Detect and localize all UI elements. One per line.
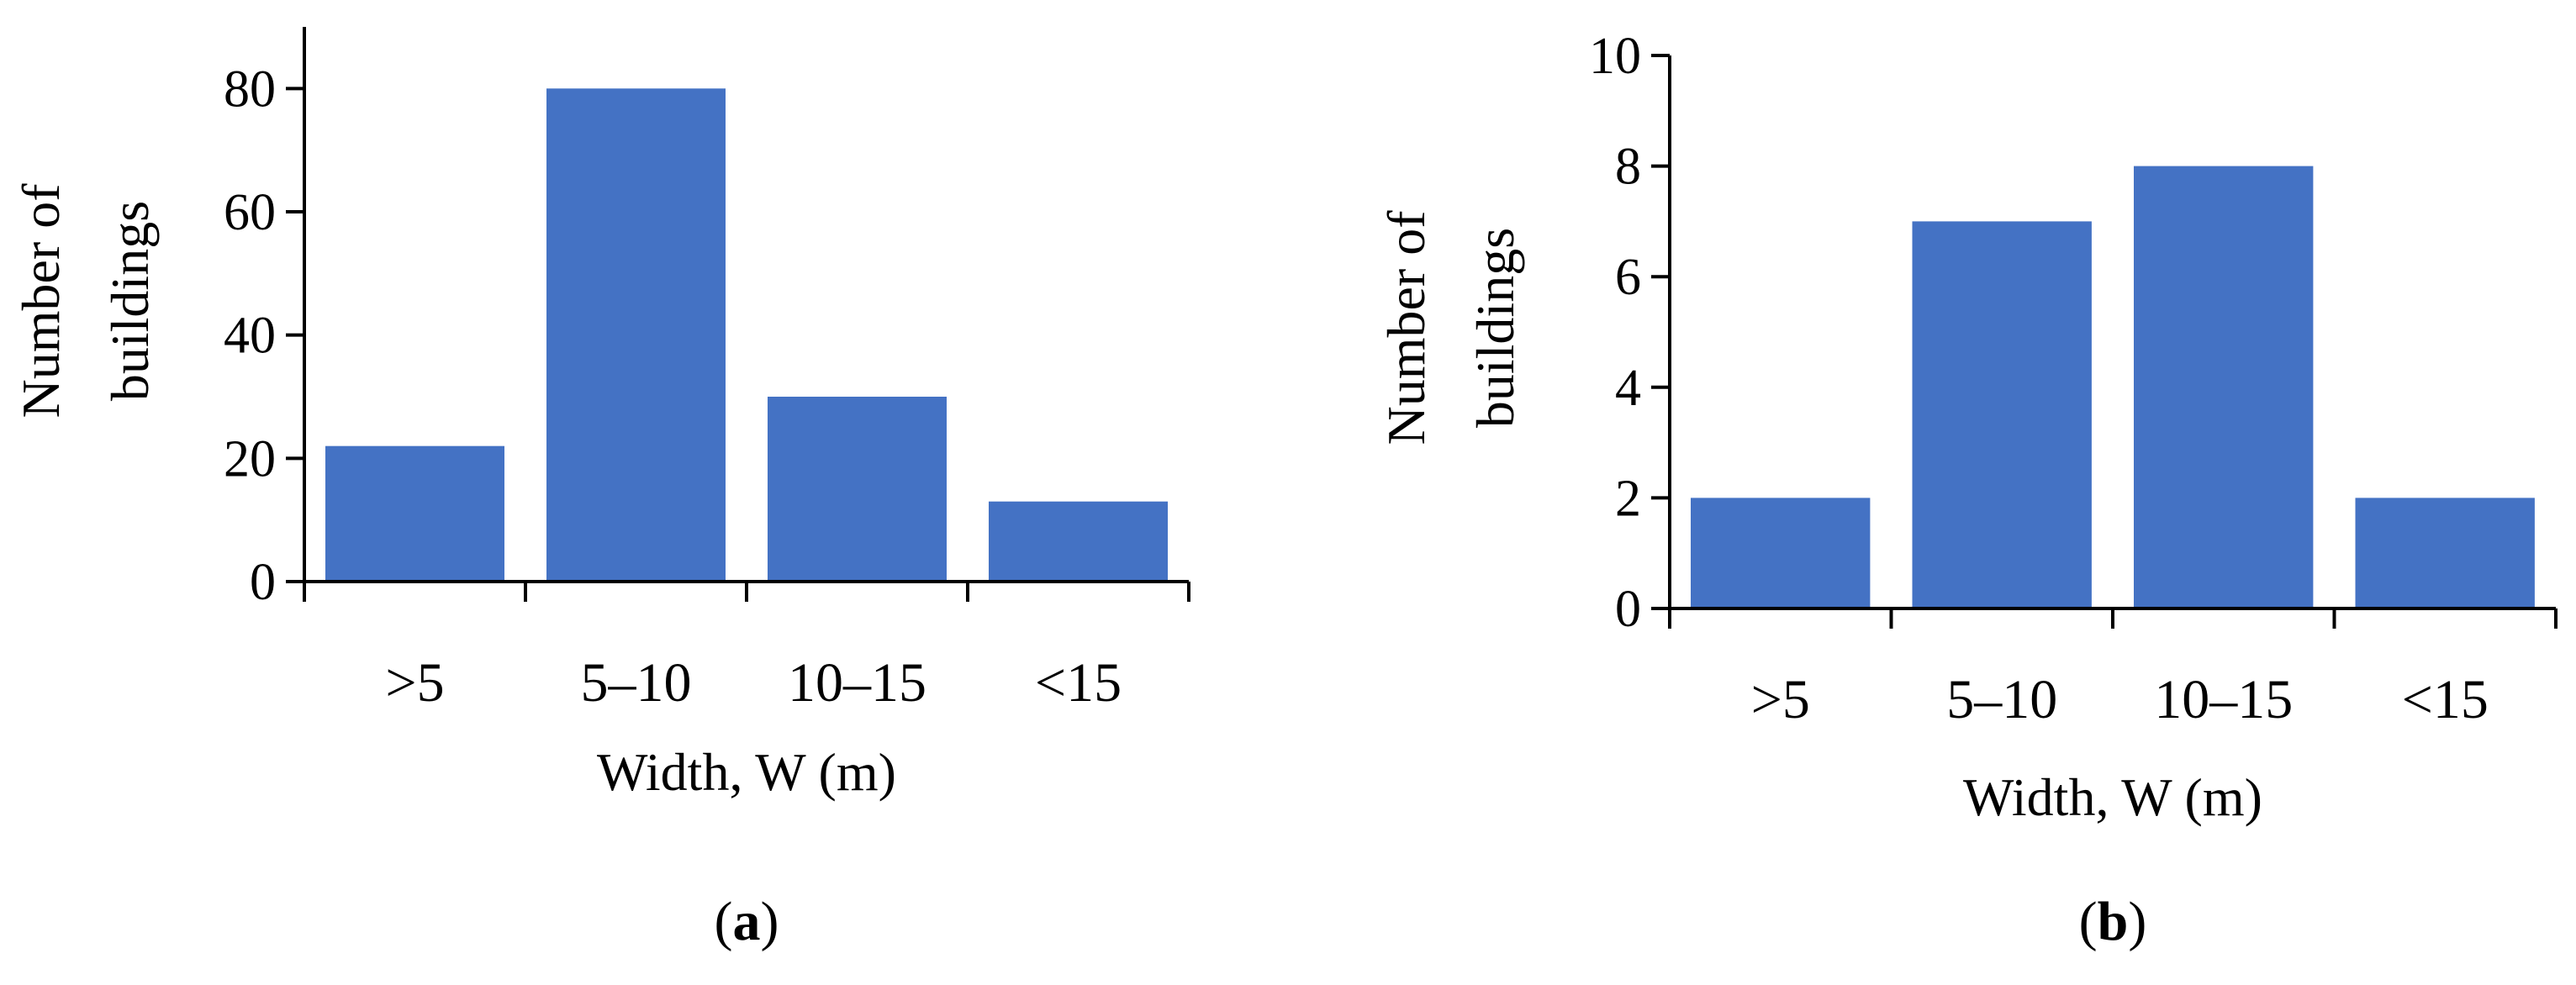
x-category-label: <15 [2402, 669, 2489, 730]
y-tick-label: 0 [1615, 581, 1641, 638]
y-tick-label: 40 [224, 308, 276, 365]
panel-label-close: ) [761, 891, 779, 952]
y-tick-label: 4 [1615, 360, 1641, 417]
panel-label-close: ) [2128, 891, 2146, 952]
x-axis-title: Width, W (m) [597, 742, 896, 802]
bar-1 [325, 445, 504, 582]
y-tick-label: 10 [1589, 28, 1641, 85]
panel-label: (a) [715, 891, 779, 952]
bar-4 [2355, 498, 2535, 608]
panel-label-letter: a [733, 891, 761, 952]
panel-label-open: ( [2079, 891, 2098, 952]
panel-label: (b) [2079, 891, 2147, 952]
bar-4 [989, 501, 1168, 582]
x-category-label: <15 [1035, 652, 1122, 714]
y-tick-label: 8 [1615, 139, 1641, 196]
bar-1 [1691, 498, 1871, 608]
panel-label-letter: b [2098, 891, 2129, 952]
y-tick-label: 6 [1615, 249, 1641, 306]
x-category-label: 5–10 [1946, 669, 2057, 730]
y-tick-label: 2 [1615, 470, 1641, 527]
y-axis-title-line-2: buildings [1465, 228, 1525, 428]
y-tick-label: 0 [250, 554, 276, 611]
chart-panel-a: 0 20 40 60 80 >5 5–10 10–15 <15 Width, W (m) Numbe… [11, 27, 1190, 952]
y-axis-title-line-1: Number of [11, 183, 71, 419]
x-category-label: 10–15 [2154, 669, 2293, 730]
bar-2 [1912, 221, 2092, 608]
bar-3 [2134, 166, 2314, 609]
y-axis-title-line-2: buildings [100, 201, 160, 401]
x-category-label: >5 [1751, 669, 1810, 730]
x-axis-title: Width, W (m) [1963, 767, 2262, 827]
panel-label-open: ( [715, 891, 733, 952]
x-category-label: 10–15 [788, 652, 926, 714]
y-tick-label: 20 [224, 430, 276, 487]
x-category-label: 5–10 [581, 652, 692, 714]
bar-3 [768, 397, 947, 582]
y-axis-title-line-1: Number of [1376, 210, 1436, 445]
chart-panel-b: 0 2 4 6 8 10 >5 5–10 10–15 <15 Width, W (m) Number … [1376, 28, 2558, 952]
y-tick-label: 80 [224, 61, 276, 118]
bar-2 [546, 88, 726, 582]
x-category-label: >5 [385, 652, 444, 714]
y-tick-label: 60 [224, 184, 276, 241]
